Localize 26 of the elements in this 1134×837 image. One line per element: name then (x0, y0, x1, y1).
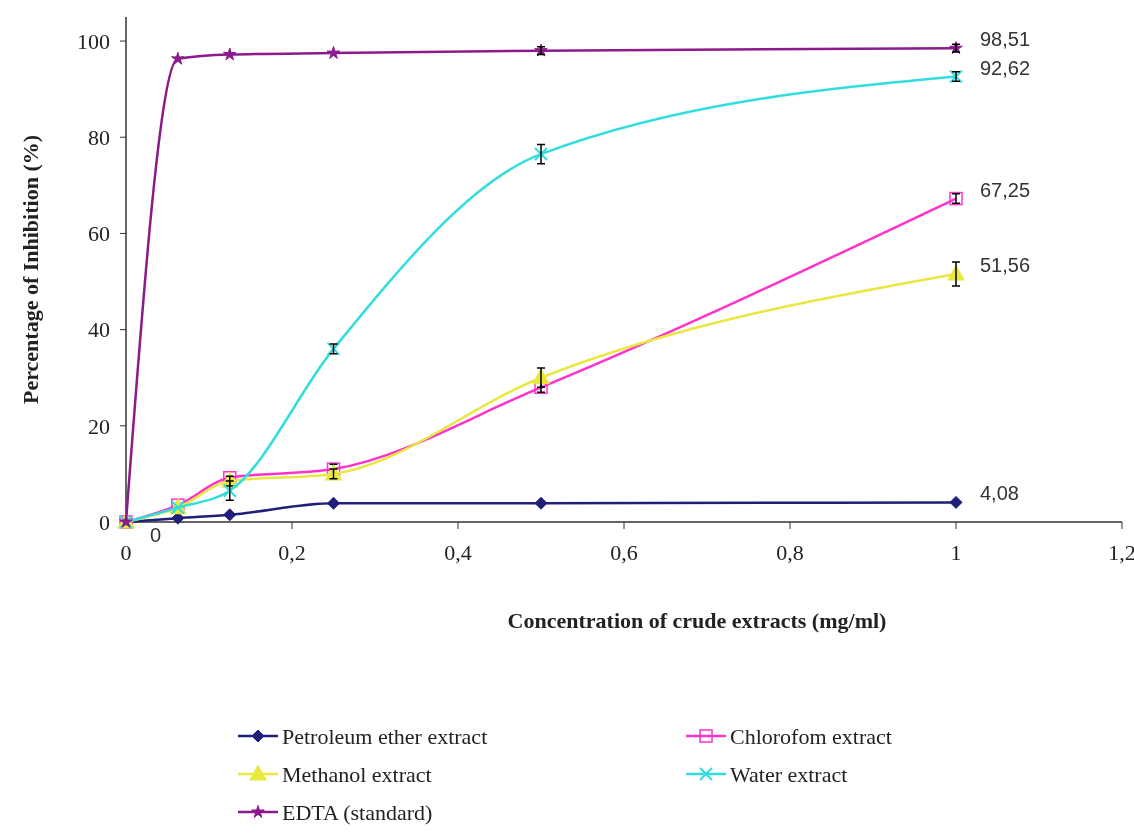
y-tick-label: 40 (88, 317, 110, 343)
y-tick-label: 0 (99, 509, 110, 535)
x-tick-label: 0,4 (444, 540, 472, 565)
x-tick-label: 1,2 (1108, 540, 1134, 565)
y-tick-label: 20 (88, 413, 110, 439)
y-axis-title: Percentage of Inhibition (%) (18, 134, 43, 405)
legend-label: Petroleum ether extract (282, 723, 488, 749)
x-tick-label: 0,8 (776, 540, 804, 565)
data-label: 92,62 (980, 56, 1031, 79)
legend-label: Water extract (730, 761, 848, 787)
y-tick-label: 80 (88, 124, 110, 150)
data-label: 0 (150, 524, 162, 546)
legend-label: EDTA (standard) (282, 799, 433, 825)
data-label: 51,56 (980, 254, 1031, 277)
x-tick-label: 0,6 (610, 540, 638, 565)
data-label: 98,51 (980, 28, 1031, 51)
x-tick-label: 0 (120, 540, 132, 565)
y-tick-label: 60 (88, 221, 110, 247)
legend-label: Methanol extract (282, 761, 432, 787)
data-label: 4,08 (980, 482, 1019, 505)
x-tick-label: 0,2 (278, 540, 306, 565)
legend-label: Chlorofom extract (730, 723, 892, 749)
data-label: 67,25 (980, 178, 1031, 201)
x-axis-title: Concentration of crude extracts (mg/ml) (507, 608, 887, 633)
x-tick-label: 1 (950, 540, 962, 565)
y-tick-label: 100 (77, 28, 110, 54)
